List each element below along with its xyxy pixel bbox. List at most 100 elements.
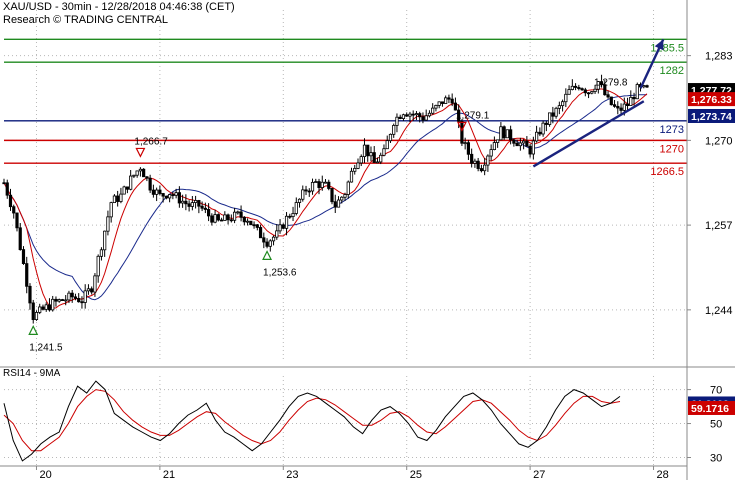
candle-body [15, 212, 19, 229]
level-label: 1285.5 [650, 42, 684, 54]
candle-body [372, 152, 376, 163]
candle-body [528, 145, 532, 155]
candle-body [281, 224, 285, 229]
rsi-line [3, 380, 621, 462]
candle-body [437, 101, 441, 106]
candle-body [8, 194, 13, 208]
candle-body [249, 220, 253, 226]
level-lines: 1285.5 1282 1273 1270 1266.5 [4, 38, 687, 178]
annotations: 1,241.5 1,266.7 1,253.6 1,279.1 1,279.8 [28, 77, 628, 353]
candle-body [206, 209, 211, 217]
candle-body [83, 290, 87, 303]
candle-body [340, 196, 344, 201]
candle-body [284, 215, 289, 229]
rsi-ma-line [3, 389, 621, 452]
candle-body [236, 211, 240, 214]
candle-body [106, 216, 110, 232]
candle-body [34, 312, 39, 321]
candle-body [138, 168, 142, 172]
candle-body [51, 298, 55, 311]
candle-body [47, 304, 52, 311]
candle-body [590, 91, 594, 94]
candle-body [132, 174, 136, 177]
candle-body [622, 103, 626, 111]
candle-body [375, 161, 380, 164]
candle-body [148, 177, 152, 191]
candle-body [489, 149, 493, 157]
candle-body [418, 113, 422, 118]
candle-body [161, 193, 165, 197]
candle-body [278, 224, 282, 232]
candle-body [411, 113, 415, 116]
candle-body [197, 200, 201, 207]
candle-body [603, 84, 607, 96]
candle-body [606, 94, 610, 98]
candle-body [496, 139, 500, 143]
candle-body [135, 170, 139, 176]
candle-body [216, 214, 220, 221]
candle-body [112, 195, 117, 204]
candle-body [596, 81, 600, 90]
candle-body [271, 236, 276, 242]
ma-fast-line [3, 88, 648, 309]
y-tick-label: 1,270 [705, 135, 733, 147]
annotation-label: 1,266.7 [134, 136, 168, 147]
candle-body [288, 215, 292, 218]
candle-body [330, 188, 334, 203]
y-tick-label: 1,257 [705, 220, 733, 232]
candle-body [453, 102, 458, 111]
annotation-label: 1,279.8 [594, 77, 628, 88]
candle-body [632, 96, 636, 100]
x-tick-label: 28 [657, 469, 669, 480]
candle-body [155, 189, 159, 195]
price-box-label: 1,276.33 [691, 94, 732, 106]
candle-body [2, 182, 6, 185]
level-label: 1266.5 [650, 166, 684, 178]
candle-body [80, 301, 84, 304]
candle-body [73, 296, 78, 299]
candle-body [297, 198, 302, 203]
candle-body [541, 122, 545, 135]
candle-body [41, 306, 45, 310]
candle-body [369, 152, 373, 157]
candle-body [158, 189, 162, 194]
candle-body [476, 160, 480, 169]
candle-body [90, 288, 94, 293]
candle-body [570, 85, 574, 90]
candle-body [96, 255, 100, 277]
candle-body [619, 107, 623, 111]
candle-body [483, 164, 487, 172]
candle-body [395, 116, 399, 126]
ma-slow-line [3, 94, 648, 301]
candle-body [434, 104, 438, 109]
candle-body [164, 195, 168, 199]
candle-body [544, 122, 548, 125]
candle-body [304, 189, 308, 192]
candle-body [320, 181, 324, 188]
candle-body [635, 84, 639, 100]
candle-body [275, 230, 279, 238]
candle-body [573, 85, 578, 88]
price-box-label: 1,273.74 [691, 111, 732, 123]
candle-body [12, 206, 16, 214]
candle-body [18, 227, 22, 251]
candle-body [492, 142, 496, 151]
candle-body [525, 140, 529, 147]
candle-body [177, 192, 181, 204]
candle-body [31, 302, 35, 321]
candle-body [64, 299, 68, 302]
candle-body [486, 155, 490, 166]
candle-body [512, 139, 516, 144]
x-tick-label: 23 [286, 469, 298, 480]
price-box-bg [688, 108, 735, 123]
rsi-panel-title: RSI14 - 9MA [3, 368, 61, 379]
candle-body [447, 97, 451, 100]
candle-body [60, 299, 65, 301]
candle-body [401, 114, 406, 119]
candle-body [645, 85, 649, 88]
candle-body [151, 189, 155, 195]
candle-body [346, 181, 350, 195]
low-marker-icon [28, 325, 39, 335]
candle-body [385, 140, 389, 150]
candle-body [505, 129, 509, 139]
